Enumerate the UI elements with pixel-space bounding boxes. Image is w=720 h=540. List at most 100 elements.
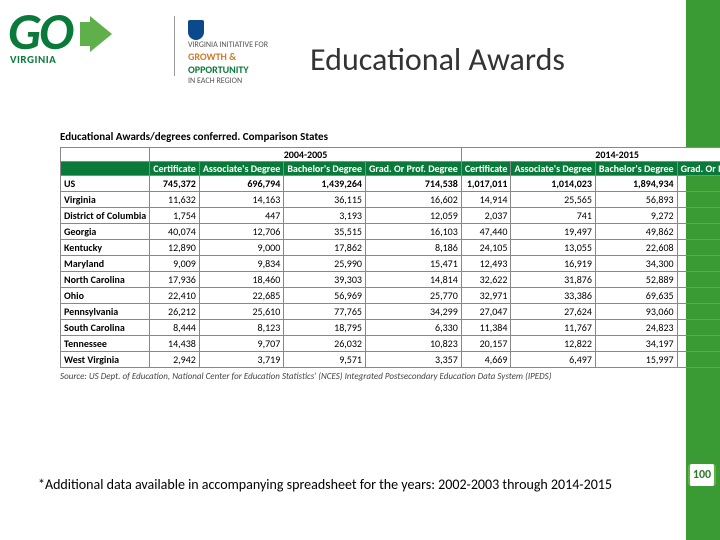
initiative-text: VIRGINIA INITIATIVE FOR	[188, 40, 268, 50]
cell: 17,719	[677, 224, 720, 240]
row-label: Kentucky	[61, 240, 150, 256]
table-caption: Educational Awards/degrees conferred. Co…	[60, 130, 640, 143]
cell: 9,707	[199, 336, 283, 352]
go-text: GO	[8, 8, 72, 55]
cell: 39,303	[284, 272, 366, 288]
cell: 20,157	[461, 336, 511, 352]
go-logo: GO VIRGINIA	[8, 8, 72, 66]
cell: 17,237	[677, 272, 720, 288]
cell: 17,936	[150, 272, 200, 288]
cell: 3,193	[284, 208, 366, 224]
row-label: Georgia	[61, 224, 150, 240]
table-container: Educational Awards/degrees conferred. Co…	[60, 130, 640, 382]
footnote: *Additional data available in accompanyi…	[38, 476, 618, 494]
cell: 745,372	[150, 176, 200, 192]
shield-icon	[188, 20, 204, 40]
year-header-row: 2004-2005 2014-2015	[61, 148, 720, 162]
cell: 16,602	[366, 192, 462, 208]
cell: 6,497	[511, 352, 595, 368]
table-row: North Carolina17,93618,46039,30314,81432…	[61, 272, 720, 288]
cell: 8,444	[150, 320, 200, 336]
cell: 24,823	[595, 320, 677, 336]
cell: 1,754	[150, 208, 200, 224]
cell: 15,471	[366, 256, 462, 272]
cell: 19,497	[511, 224, 595, 240]
cell: 13,055	[511, 240, 595, 256]
growth-text: GROWTH &	[188, 50, 268, 63]
cell: 9,009	[150, 256, 200, 272]
cell: 12,493	[461, 256, 511, 272]
cell: 32,622	[461, 272, 511, 288]
cell: 14,914	[461, 192, 511, 208]
cell: 11,384	[461, 320, 511, 336]
cell: 26,212	[150, 304, 200, 320]
cell: 12,890	[150, 240, 200, 256]
col-header: Grad. Or Prof. Degree	[677, 162, 720, 176]
cell: 32,971	[461, 288, 511, 304]
cell: 18,460	[199, 272, 283, 288]
sub-logo: VIRGINIA INITIATIVE FOR GROWTH & OPPORTU…	[188, 20, 288, 87]
table-row: Virginia11,63214,16336,11516,60214,91425…	[61, 192, 720, 208]
cell: 696,794	[199, 176, 283, 192]
cell: 15,997	[595, 352, 677, 368]
cell: 23,581	[677, 288, 720, 304]
cell: 1,894,934	[595, 176, 677, 192]
cell: 6,330	[366, 320, 462, 336]
table-row: District of Columbia1,7544473,19312,0592…	[61, 208, 720, 224]
cell: 2,037	[461, 208, 511, 224]
cell: 69,635	[595, 288, 677, 304]
cell: 27,624	[511, 304, 595, 320]
table-row: Tennessee14,4389,70726,03210,82320,15712…	[61, 336, 720, 352]
page-title: Educational Awards	[310, 40, 565, 79]
row-label: Maryland	[61, 256, 150, 272]
cell: 36,579	[677, 304, 720, 320]
opportunity-text: OPPORTUNITY	[188, 63, 268, 76]
table-row: Georgia40,07412,70635,51516,10347,44019,…	[61, 224, 720, 240]
cell: 56,969	[284, 288, 366, 304]
cell: 12,822	[511, 336, 595, 352]
cell: 5,990	[677, 320, 720, 336]
cell: 16,919	[511, 256, 595, 272]
cell: 52,889	[595, 272, 677, 288]
table-row: Pennsylvania26,21225,61077,76534,29927,0…	[61, 304, 720, 320]
cell: 3,357	[366, 352, 462, 368]
logo-block: GO VIRGINIA VIRGINIA INITIATIVE FOR GROW…	[8, 8, 288, 88]
cell: 25,565	[511, 192, 595, 208]
table-row: Ohio22,41022,68556,96925,77032,97133,386…	[61, 288, 720, 304]
cell: 22,410	[150, 288, 200, 304]
cell: 31,876	[511, 272, 595, 288]
cell: 25,770	[366, 288, 462, 304]
cell: 34,197	[595, 336, 677, 352]
row-label: West Virginia	[61, 352, 150, 368]
cell: 18,795	[284, 320, 366, 336]
row-label: District of Columbia	[61, 208, 150, 224]
table-row: South Carolina8,4448,12318,7956,33011,38…	[61, 320, 720, 336]
cell: 36,115	[284, 192, 366, 208]
cell: 12,706	[199, 224, 283, 240]
table-body: US745,372696,7941,439,264714,5381,017,01…	[61, 176, 720, 368]
cell: 34,299	[366, 304, 462, 320]
year2-header: 2014-2015	[461, 148, 720, 162]
cell: 56,893	[595, 192, 677, 208]
cell: 11,767	[511, 320, 595, 336]
row-label: Virginia	[61, 192, 150, 208]
logo-divider	[174, 16, 175, 76]
cell: 17,862	[284, 240, 366, 256]
cell: 77,765	[284, 304, 366, 320]
cell: 1,439,264	[284, 176, 366, 192]
col-header: Certificate	[150, 162, 200, 176]
cell: 47,440	[461, 224, 511, 240]
cell: 34,300	[595, 256, 677, 272]
cell: 9,314	[677, 240, 720, 256]
cell: 9,571	[284, 352, 366, 368]
year1-header: 2004-2005	[150, 148, 462, 162]
arrow-icon	[90, 16, 112, 52]
cell: 714,538	[366, 176, 462, 192]
row-label: Tennessee	[61, 336, 150, 352]
cell: 4,669	[461, 352, 511, 368]
cell: 25,610	[199, 304, 283, 320]
cell: 9,272	[595, 208, 677, 224]
cell: 738,708	[677, 176, 720, 192]
table-source: Source: US Dept. of Education, National …	[60, 371, 640, 382]
cell: 49,862	[595, 224, 677, 240]
